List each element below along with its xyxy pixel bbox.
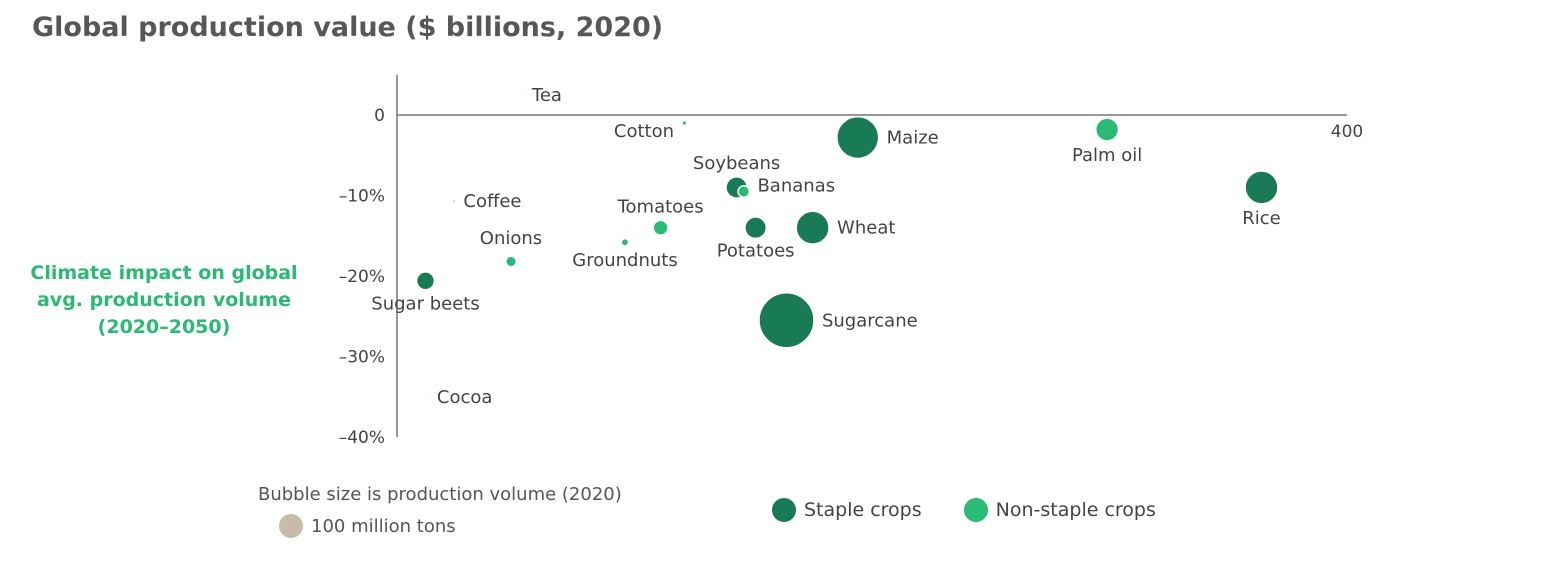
bubble-size-note: Bubble size is production volume (2020) <box>258 484 622 505</box>
legend-label-staple: Staple crops <box>804 499 922 521</box>
y-tick-label: –10% <box>339 187 385 207</box>
bubble-label-tea: Tea <box>531 85 562 106</box>
bubble-groundnuts <box>620 237 630 247</box>
y-axis-label-line-3: (2020–2050) <box>97 316 231 338</box>
bubble-cotton <box>681 119 688 127</box>
y-axis-label: Climate impact on global avg. production… <box>14 260 314 341</box>
bubble-maize <box>836 115 880 160</box>
y-tick-label: –20% <box>339 267 385 287</box>
size-reference-bubble <box>279 514 303 538</box>
bubble-sugarcane <box>758 292 815 349</box>
bubble-label-sugarcane: Sugarcane <box>822 310 918 331</box>
legend-item-staple: Staple crops <box>772 498 922 522</box>
legend-item-non-staple: Non-staple crops <box>963 498 1156 522</box>
bubble-label-potatoes: Potatoes <box>717 240 795 261</box>
bubble-onions <box>504 255 518 268</box>
bubble-palm-oil <box>1094 117 1120 142</box>
bubble-bananas <box>737 185 751 198</box>
bubble-tea <box>521 93 525 97</box>
bubble-potatoes <box>744 216 768 240</box>
bubble-coffee <box>451 199 457 204</box>
size-reference-label: 100 million tons <box>311 515 456 537</box>
legend-label-non-staple: Non-staple crops <box>995 499 1156 521</box>
y-axis-label-line-1: Climate impact on global <box>30 262 298 284</box>
legend: Staple crops Non-staple crops <box>772 498 1198 522</box>
bubble-label-wheat: Wheat <box>837 218 895 239</box>
y-axis-label-line-2: avg. production volume <box>36 289 291 311</box>
bubble-label-coffee: Coffee <box>463 191 521 212</box>
bubble-label-sugar-beets: Sugar beets <box>371 294 479 315</box>
y-tick-label: –30% <box>339 348 385 368</box>
bubble-rice <box>1244 170 1279 205</box>
chart-title: Global production value ($ billions, 202… <box>32 12 664 43</box>
bubble-tomatoes <box>652 219 669 236</box>
bubble-label-maize: Maize <box>887 128 939 149</box>
bubble-label-rice: Rice <box>1242 208 1280 229</box>
bubble-label-palm-oil: Palm oil <box>1072 145 1142 166</box>
bubble-label-cotton: Cotton <box>614 121 674 142</box>
bubble-wheat <box>795 210 830 245</box>
bubble-label-cocoa: Cocoa <box>437 387 493 408</box>
bubble-label-bananas: Bananas <box>757 175 835 196</box>
bubble-size-reference: 100 million tons <box>279 514 456 538</box>
bubble-label-soybeans: Soybeans <box>693 153 780 174</box>
bubble-cocoa <box>426 394 430 399</box>
legend-swatch-non-staple <box>963 498 988 522</box>
bubble-sugar-beets <box>415 271 436 291</box>
bubble-label-onions: Onions <box>480 228 542 249</box>
bubble-label-groundnuts: Groundnuts <box>572 250 677 271</box>
y-tick-label: 0 <box>374 106 385 126</box>
x-tick-label: 400 <box>1331 122 1363 142</box>
bubble-label-tomatoes: Tomatoes <box>617 196 704 217</box>
y-tick-label: –40% <box>339 428 385 448</box>
legend-swatch-staple <box>772 498 796 522</box>
